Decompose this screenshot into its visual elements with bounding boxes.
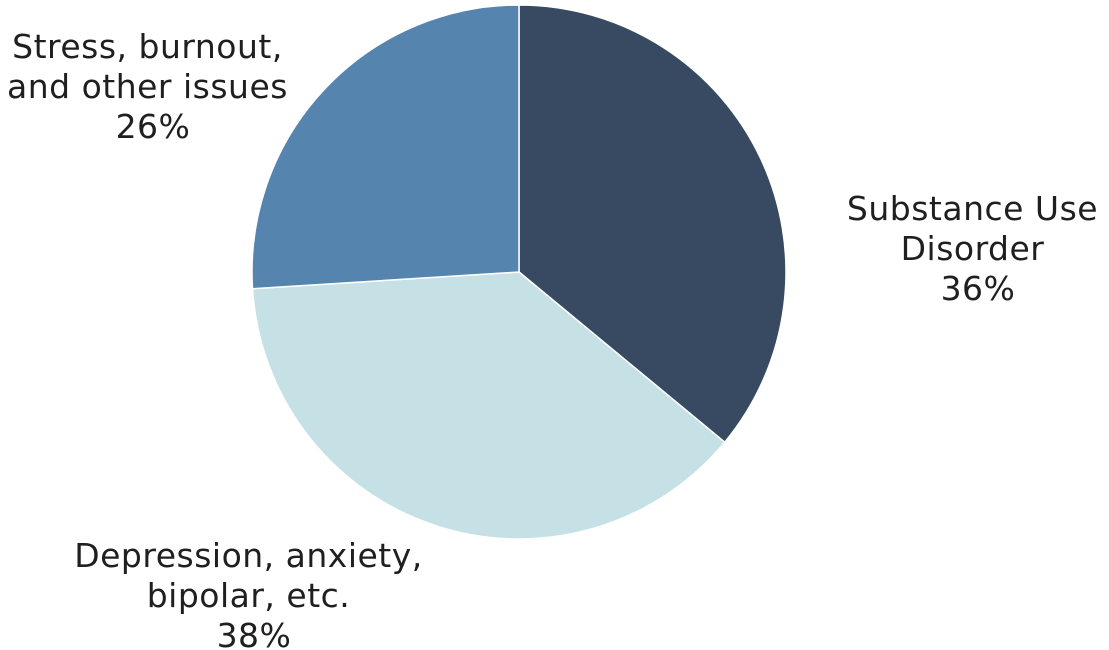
slice-label-line: Substance Use <box>847 189 1098 228</box>
slice-label-depression: Depression, anxiety, bipolar, etc. 38% <box>74 536 434 650</box>
slice-label-line: and other issues <box>7 67 288 106</box>
slice-label-line: Depression, anxiety, <box>74 536 423 575</box>
pie-slice-stress <box>251 4 520 290</box>
pie-slice-depression <box>251 271 726 540</box>
slice-label-line: Stress, burnout, <box>12 27 283 66</box>
pie-slices <box>251 4 787 540</box>
slice-label-line: Disorder <box>901 229 1045 268</box>
pie-slice-substance-use <box>518 4 787 444</box>
slice-percent-label: 38% <box>217 616 292 650</box>
slice-label-substance-use: Substance Use Disorder 36% <box>847 189 1109 308</box>
slice-label-stress: Stress, burnout, and other issues 26% <box>7 27 299 146</box>
slice-label-line: bipolar, etc. <box>147 576 351 615</box>
slice-percent-label: 36% <box>941 269 1016 308</box>
slice-percent-label: 26% <box>116 107 191 146</box>
